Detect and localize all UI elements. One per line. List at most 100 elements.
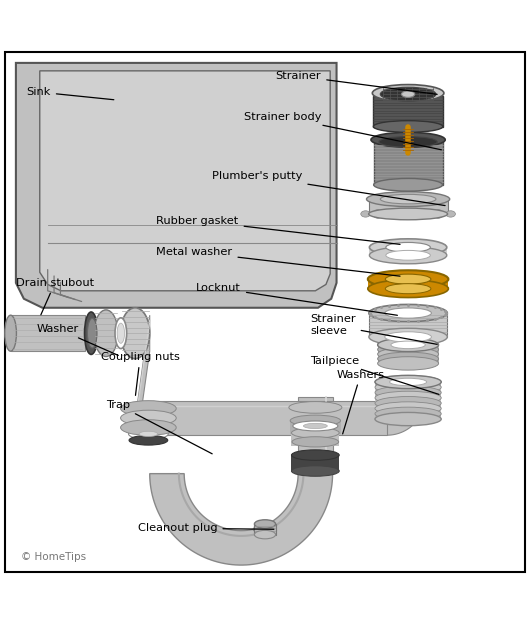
Text: Trap: Trap xyxy=(106,400,212,454)
Ellipse shape xyxy=(371,132,445,147)
Text: Coupling nuts: Coupling nuts xyxy=(101,352,180,396)
Ellipse shape xyxy=(369,246,447,264)
Ellipse shape xyxy=(375,402,441,415)
Ellipse shape xyxy=(368,270,448,288)
Text: Washer: Washer xyxy=(37,324,118,356)
Ellipse shape xyxy=(375,375,441,389)
Text: Rubber gasket: Rubber gasket xyxy=(156,216,400,245)
Ellipse shape xyxy=(129,428,169,439)
Ellipse shape xyxy=(403,209,413,215)
Ellipse shape xyxy=(385,308,431,318)
Polygon shape xyxy=(377,345,439,349)
Ellipse shape xyxy=(289,402,342,413)
Ellipse shape xyxy=(369,328,447,346)
Ellipse shape xyxy=(386,243,430,252)
Polygon shape xyxy=(377,359,439,363)
Polygon shape xyxy=(375,398,441,403)
Polygon shape xyxy=(375,382,441,388)
Ellipse shape xyxy=(373,212,383,218)
Text: Cleanout plug: Cleanout plug xyxy=(138,524,274,534)
Ellipse shape xyxy=(292,437,339,447)
Ellipse shape xyxy=(375,407,441,421)
Polygon shape xyxy=(289,407,342,421)
Ellipse shape xyxy=(434,210,443,216)
Text: Locknut: Locknut xyxy=(196,283,398,315)
Polygon shape xyxy=(149,474,333,565)
Polygon shape xyxy=(369,247,447,255)
Ellipse shape xyxy=(290,415,340,426)
Ellipse shape xyxy=(385,284,431,294)
Text: Sink: Sink xyxy=(26,87,114,100)
Ellipse shape xyxy=(446,211,455,217)
Polygon shape xyxy=(375,392,441,398)
Ellipse shape xyxy=(292,450,339,461)
Ellipse shape xyxy=(254,520,276,529)
Polygon shape xyxy=(11,315,85,351)
Ellipse shape xyxy=(385,332,431,342)
Text: © HomeTips: © HomeTips xyxy=(21,552,86,562)
Polygon shape xyxy=(373,96,443,127)
Ellipse shape xyxy=(121,410,176,426)
Ellipse shape xyxy=(373,85,444,102)
Ellipse shape xyxy=(94,310,118,356)
Ellipse shape xyxy=(386,250,430,260)
Ellipse shape xyxy=(129,436,167,445)
Polygon shape xyxy=(40,71,330,291)
Ellipse shape xyxy=(391,341,426,349)
Polygon shape xyxy=(369,313,447,337)
Polygon shape xyxy=(377,349,439,354)
Ellipse shape xyxy=(377,343,439,356)
Ellipse shape xyxy=(377,352,439,366)
Polygon shape xyxy=(368,279,448,289)
Polygon shape xyxy=(253,527,277,530)
Text: Drain stubout: Drain stubout xyxy=(16,278,94,314)
Ellipse shape xyxy=(139,431,158,437)
Ellipse shape xyxy=(117,323,125,343)
Ellipse shape xyxy=(369,208,447,220)
Polygon shape xyxy=(138,401,387,435)
Polygon shape xyxy=(16,63,337,308)
Ellipse shape xyxy=(293,421,338,431)
Ellipse shape xyxy=(375,375,441,389)
Polygon shape xyxy=(369,199,447,214)
Ellipse shape xyxy=(120,308,149,359)
Text: Strainer body: Strainer body xyxy=(244,112,441,150)
Polygon shape xyxy=(374,142,443,185)
Ellipse shape xyxy=(375,412,441,426)
Text: Washers: Washers xyxy=(337,369,385,434)
Ellipse shape xyxy=(303,423,327,429)
Ellipse shape xyxy=(373,210,383,216)
Polygon shape xyxy=(138,315,150,435)
Polygon shape xyxy=(387,397,425,435)
Ellipse shape xyxy=(369,305,447,322)
Ellipse shape xyxy=(381,194,436,204)
Ellipse shape xyxy=(361,211,370,217)
Ellipse shape xyxy=(121,420,176,436)
Ellipse shape xyxy=(375,391,441,404)
Ellipse shape xyxy=(377,348,439,361)
Ellipse shape xyxy=(385,274,431,284)
Ellipse shape xyxy=(115,318,127,349)
Ellipse shape xyxy=(368,280,448,298)
Text: Strainer: Strainer xyxy=(276,71,437,94)
Polygon shape xyxy=(375,403,441,409)
Ellipse shape xyxy=(381,87,436,101)
Ellipse shape xyxy=(374,178,443,191)
Ellipse shape xyxy=(292,427,339,438)
Text: Strainer
sleeve: Strainer sleeve xyxy=(310,314,437,344)
Ellipse shape xyxy=(373,120,443,132)
Polygon shape xyxy=(375,388,441,392)
Ellipse shape xyxy=(377,338,439,351)
Ellipse shape xyxy=(367,192,449,207)
Ellipse shape xyxy=(87,318,97,348)
Polygon shape xyxy=(375,414,441,419)
Polygon shape xyxy=(292,455,339,471)
Ellipse shape xyxy=(5,315,16,351)
Polygon shape xyxy=(377,354,439,359)
Polygon shape xyxy=(375,409,441,414)
Ellipse shape xyxy=(403,212,413,219)
Ellipse shape xyxy=(375,381,441,394)
Polygon shape xyxy=(298,397,333,474)
Ellipse shape xyxy=(369,239,447,256)
Ellipse shape xyxy=(402,91,415,97)
